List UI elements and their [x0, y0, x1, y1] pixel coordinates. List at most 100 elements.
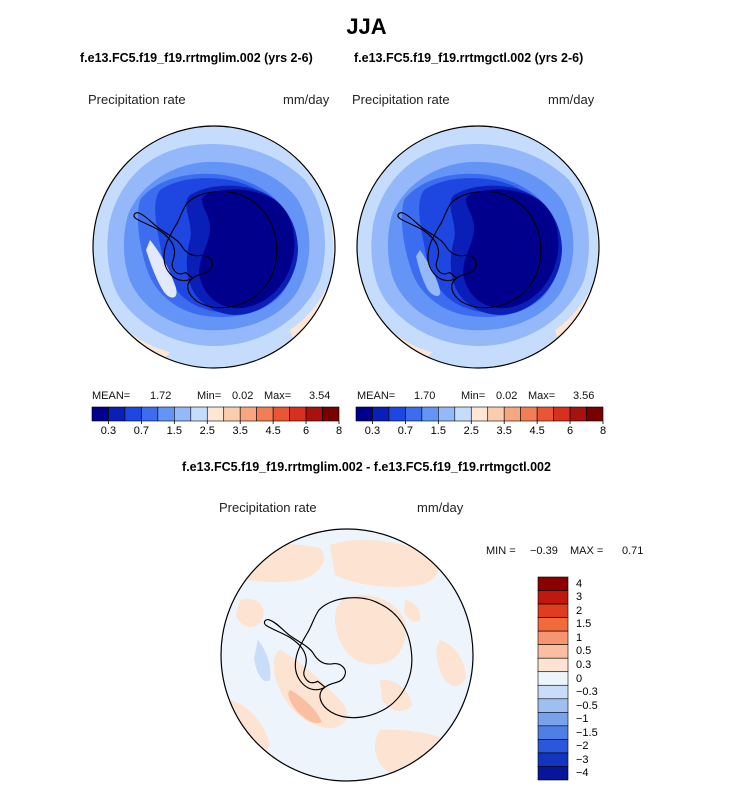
- colorbar-panel-2-swatch: [520, 406, 538, 422]
- colorbar-difference-label: −3: [576, 753, 589, 766]
- colorbar-panel-1-swatch: [141, 406, 159, 422]
- colorbar-panel-2-swatch: [536, 406, 554, 422]
- colorbar-difference-swatch: [537, 644, 569, 659]
- difference-max-label: MAX =: [570, 545, 604, 557]
- colorbar-difference-label: −4: [576, 767, 589, 780]
- colorbar-panel-1: [91, 406, 340, 424]
- colorbar-panel-2-tick-label: 4.5: [529, 425, 545, 437]
- difference-units: mm/day: [417, 500, 464, 515]
- figure-title: JJA: [346, 14, 387, 39]
- colorbar-difference-swatch: [537, 712, 569, 727]
- panel-1-mean-label: MEAN=: [92, 390, 131, 402]
- colorbar-difference-label: 0.5: [576, 645, 592, 658]
- colorbar-difference-label: −0.5: [576, 699, 598, 712]
- colorbar-panel-1-tick-label: 0.7: [133, 425, 150, 437]
- colorbar-difference-swatch: [537, 671, 569, 686]
- colorbar-panel-2-swatch: [470, 406, 489, 422]
- panel-2-max: 3.56: [573, 390, 595, 402]
- colorbar-panel-1-swatch: [174, 406, 192, 422]
- colorbar-difference-swatch: [537, 576, 569, 591]
- colorbar-panel-2-swatch: [388, 406, 406, 422]
- colorbar-difference-swatch: [537, 766, 569, 781]
- panel-2-mean-label: MEAN=: [357, 390, 396, 402]
- difference-min-label: MIN =: [486, 545, 516, 557]
- colorbar-panel-2-swatch: [355, 406, 373, 422]
- colorbar-panel-1-swatch: [157, 406, 175, 422]
- colorbar-panel-1-swatch: [190, 406, 208, 422]
- map-difference: [221, 529, 473, 781]
- panel-2-title: f.e13.FC5.f19_f19.rrtmgctl.002 (yrs 2-6): [354, 51, 584, 65]
- colorbar-panel-2-swatch: [586, 406, 604, 422]
- colorbar-difference-label: −1.5: [576, 726, 598, 739]
- colorbar-panel-2-tick-label: 0.3: [364, 425, 381, 437]
- colorbar-difference-label: 3: [576, 591, 583, 604]
- colorbar-panel-2-swatch: [421, 406, 439, 422]
- difference-max: 0.71: [622, 545, 644, 557]
- colorbar-panel-1-swatch: [289, 406, 307, 422]
- panel-2-min-label: Min=: [461, 390, 486, 402]
- colorbar-difference-label: 0: [576, 672, 583, 685]
- map-panel-1: [93, 126, 335, 368]
- panel-1-max: 3.54: [309, 390, 331, 402]
- colorbar-panel-2-tick-label: 3.5: [496, 425, 512, 437]
- panel-1-mean: 1.72: [150, 390, 172, 402]
- colorbar-panel-2-swatch: [553, 406, 571, 422]
- colorbar-panel-2-swatch: [454, 406, 472, 422]
- colorbar-difference-swatch: [537, 684, 569, 700]
- panel-1-units: mm/day: [283, 92, 330, 107]
- map-panel-1-border: [92, 125, 336, 369]
- map-panel-2-border: [356, 125, 600, 369]
- difference-title: f.e13.FC5.f19_f19.rrtmglim.002 - f.e13.F…: [182, 460, 551, 474]
- panel-1-variable: Precipitation rate: [88, 92, 186, 107]
- colorbar-panel-2-tick-label: 1.5: [430, 425, 446, 437]
- colorbar-panel-1-swatch: [223, 406, 241, 422]
- colorbar-difference-label: −1: [576, 713, 589, 726]
- colorbar-difference-swatch: [537, 752, 569, 767]
- colorbar-difference-swatch: [537, 617, 569, 632]
- difference-min: −0.39: [530, 545, 558, 557]
- colorbar-panel-1-swatch: [108, 406, 126, 422]
- colorbar-difference-label: 1: [576, 631, 583, 644]
- colorbar-panel-2-swatch: [487, 406, 505, 422]
- colorbar-panel-1-swatch: [322, 406, 340, 422]
- colorbar-panel-2-swatch: [372, 406, 390, 422]
- colorbar-panel-1-swatch: [256, 406, 274, 422]
- colorbar-difference-label: −0.3: [576, 686, 598, 699]
- colorbar-difference-swatch: [537, 739, 569, 754]
- colorbar-panel-1-tick-label: 4.5: [265, 425, 281, 437]
- colorbar-difference-label: 4: [576, 577, 583, 590]
- colorbar-panel-2-tick-label: 6: [567, 425, 574, 437]
- colorbar-panel-1-swatch: [91, 406, 109, 422]
- colorbar-difference-swatch: [537, 603, 569, 618]
- colorbar-panel-2-swatch: [569, 406, 587, 422]
- colorbar-difference-label: 1.5: [576, 618, 592, 631]
- colorbar-panel-2-swatch: [438, 406, 456, 422]
- colorbar-difference: [537, 576, 569, 781]
- colorbar-panel-2-tick-label: 2.5: [463, 425, 479, 437]
- panel-1-title: f.e13.FC5.f19_f19.rrtmglim.002 (yrs 2-6): [80, 51, 313, 65]
- colorbar-panel-2-swatch: [503, 406, 521, 422]
- colorbar-panel-1-swatch: [206, 406, 225, 422]
- colorbar-panel-2-swatch: [405, 406, 423, 422]
- panel-1-max-label: Max=: [264, 390, 292, 402]
- colorbar-difference-swatch: [537, 725, 569, 740]
- colorbar-panel-1-tick-label: 3.5: [232, 425, 248, 437]
- colorbar-panel-2-tick-label: 8: [599, 425, 607, 437]
- panel-2-variable: Precipitation rate: [352, 92, 450, 107]
- difference-variable: Precipitation rate: [219, 500, 317, 515]
- colorbar-difference-swatch: [537, 657, 569, 673]
- panel-2-mean: 1.70: [414, 390, 436, 402]
- panel-2-max-label: Max=: [528, 390, 556, 402]
- colorbar-panel-2-tick-label: 0.7: [397, 425, 414, 437]
- map-difference-border: [220, 528, 474, 782]
- colorbar-difference-swatch: [537, 590, 569, 605]
- colorbar-difference-label: −2: [576, 740, 589, 753]
- map-panel-2: [357, 126, 599, 368]
- colorbar-panel-1-tick-label: 6: [303, 425, 310, 437]
- colorbar-panel-1-swatch: [305, 406, 323, 422]
- panel-1-min: 0.02: [232, 390, 254, 402]
- colorbar-panel-1-tick-label: 2.5: [199, 425, 215, 437]
- panel-2-min: 0.02: [496, 390, 518, 402]
- colorbar-panel-1-swatch: [272, 406, 290, 422]
